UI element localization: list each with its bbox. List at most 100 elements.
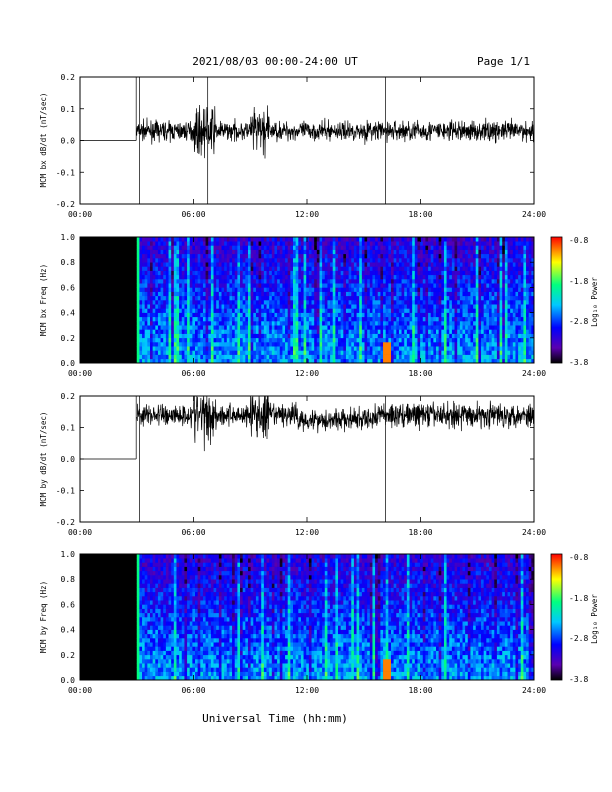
p2-spectrogram-cell: [348, 350, 352, 355]
p2-spectrogram-cell: [295, 300, 299, 305]
p2-spectrogram-cell: [163, 279, 167, 284]
p4-spectrogram-cell: [155, 575, 159, 580]
p2-spectrogram-cell: [165, 304, 169, 309]
p2-spectrogram-cell: [216, 358, 220, 364]
p2-spectrogram-cell: [388, 346, 392, 351]
p2-spectrogram-cell: [414, 291, 418, 297]
p2-spectrogram-cell: [475, 279, 479, 284]
p2-spectrogram-cell: [269, 283, 273, 288]
p2-spectrogram-cell: [208, 329, 212, 334]
p2-spectrogram-cell: [324, 337, 328, 343]
p2-spectrogram-cell: [136, 308, 140, 313]
p2-spectrogram-cell: [467, 333, 471, 339]
p2-spectrogram-cell: [494, 253, 498, 259]
p2-spectrogram-cell: [202, 300, 206, 305]
p2-spectrogram-cell: [438, 346, 442, 351]
p2-spectrogram-cell: [155, 342, 159, 347]
p2-spectrogram-cell: [462, 329, 466, 334]
p4-spectrogram-cell: [142, 570, 145, 576]
p2-spectrogram-cell: [139, 325, 143, 330]
p2-spectrogram-cell: [277, 253, 281, 259]
p2-spectrogram-cell: [274, 249, 278, 255]
p2-spectrogram-cell: [520, 321, 524, 326]
p2-spectrogram-cell: [412, 245, 416, 250]
p2-spectrogram-cell: [348, 329, 352, 334]
p4-spectrogram-cell: [149, 612, 153, 618]
p2-spectrogram-cell: [446, 253, 450, 259]
p2-spectrogram-cell: [247, 350, 251, 355]
p2-spectrogram-cell: [293, 346, 296, 351]
p2-spectrogram-cell: [449, 321, 453, 326]
p2-spectrogram-cell: [314, 253, 318, 259]
p2-spectrogram-cell: [430, 325, 434, 330]
p2-spectrogram-cell: [523, 333, 527, 339]
p2-spectrogram-cell: [502, 350, 506, 355]
p2-spectrogram-cell: [319, 270, 323, 276]
p2-spectrogram-cell: [221, 304, 225, 309]
p2-spectrogram-cell: [473, 333, 477, 339]
p2-spectrogram-cell: [351, 245, 355, 250]
p2-spectrogram-cell: [163, 325, 167, 330]
p2-spectrogram-cell: [240, 337, 243, 343]
p2-spectrogram-cell: [237, 237, 241, 242]
p2-spectrogram-cell: [261, 287, 265, 292]
p2-spectrogram-cell: [502, 279, 506, 284]
p2-spectrogram-cell: [510, 346, 514, 351]
p2-spectrogram-cell: [375, 308, 379, 313]
p4-spectrogram-cell: [160, 554, 164, 559]
p2-spectrogram-cell: [330, 241, 334, 246]
p2-spectrogram-cell: [181, 300, 185, 305]
p2-spectrogram-cell: [512, 329, 516, 334]
p2-spectrogram-cell: [409, 283, 413, 288]
p4-spectrogram-cell: [168, 604, 172, 609]
p4-spectrogram-cell: [144, 575, 148, 580]
p2-spectrogram-cell: [467, 321, 471, 326]
bx-spectrogram-panel: MCM bx Freq (Hz) 1.00.80.60.40.20.0 00:0…: [39, 233, 546, 378]
p4-spectrogram-cell: [155, 600, 159, 605]
p2-spectrogram-cell: [388, 325, 392, 330]
p2-spectrogram-cell: [290, 308, 294, 313]
p2-spectrogram-cell: [428, 249, 432, 255]
p2-spectrogram-cell: [300, 287, 304, 292]
p2-spectrogram-cell: [425, 354, 429, 360]
p4-spectrogram-cell: [139, 642, 143, 647]
p2-spectrogram-cell: [226, 358, 230, 364]
p2-spectrogram-cell: [187, 316, 191, 322]
p2-spectrogram-cell: [221, 279, 225, 284]
p2-spectrogram-cell: [332, 283, 336, 288]
p2-spectrogram-cell: [409, 342, 413, 347]
p2-spectrogram-cell: [512, 283, 516, 288]
p2-spectrogram-cell: [499, 312, 503, 318]
p2-spectrogram-cell: [380, 270, 384, 276]
p2-spectrogram-cell: [462, 245, 466, 250]
p2-spectrogram-cell: [189, 304, 193, 309]
p2-spectrogram-cell: [531, 304, 535, 309]
p2-spectrogram-cell: [404, 253, 408, 259]
p2-spectrogram-cell: [425, 249, 429, 255]
p2-spectrogram-cell: [279, 295, 283, 301]
p2-spectrogram-cell: [216, 274, 220, 280]
p2-spectrogram-cell: [404, 312, 408, 318]
p2-spectrogram-cell: [356, 308, 360, 313]
p2-spectrogram-cell: [491, 249, 495, 255]
p2-spectrogram-cell: [504, 321, 508, 326]
p2-spectrogram-cell: [383, 358, 386, 364]
p2-spectrogram-cell: [465, 270, 469, 276]
p2-spectrogram-cell: [504, 346, 508, 351]
p2-spectrogram-cell: [306, 342, 310, 347]
p2-spectrogram-cell: [195, 333, 198, 339]
p2-spectrogram-cell: [338, 342, 341, 347]
p2-spectrogram-cell: [507, 316, 511, 322]
p2-spectrogram-cell: [152, 300, 156, 305]
p2-spectrogram-cell: [491, 245, 495, 250]
p2-spectrogram-cell: [428, 295, 432, 301]
p2-spectrogram-cell: [155, 304, 159, 309]
p2-spectrogram-cell: [409, 295, 413, 301]
p2-spectrogram-cell: [181, 274, 185, 280]
p2-spectrogram-cell: [192, 321, 196, 326]
p2-spectrogram-cell: [147, 342, 151, 347]
p2-spectrogram-cell: [528, 253, 532, 259]
p2-spectrogram-cell: [414, 266, 418, 271]
p2-spectrogram-cell: [441, 312, 445, 318]
p2-spectrogram-cell: [438, 266, 442, 271]
